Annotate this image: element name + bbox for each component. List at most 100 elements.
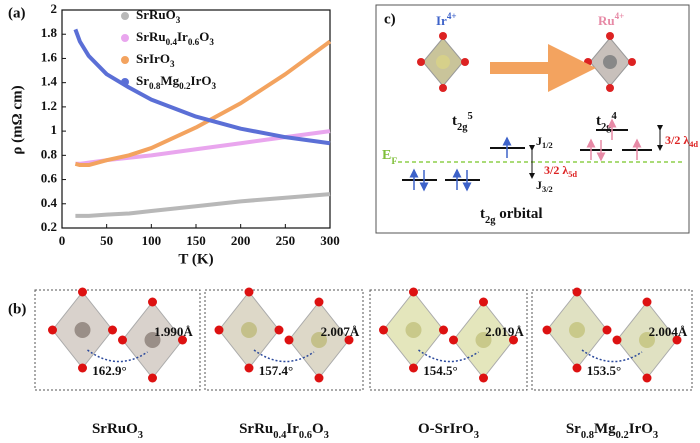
panel-label: (a) (8, 5, 26, 21)
legend-label: SrRuO3 (136, 7, 181, 25)
x-tick-label: 150 (186, 233, 206, 248)
x-tick-label: 100 (142, 233, 162, 248)
oxygen-atom (344, 335, 354, 345)
legend-label: SrIrO3 (136, 51, 175, 69)
oxygen-atom (314, 373, 324, 383)
x-tick-label: 50 (100, 233, 113, 248)
oxygen-atom (602, 325, 612, 335)
oxygen-atom (642, 373, 652, 383)
levels (402, 129, 652, 181)
oxygen-atom (379, 325, 388, 335)
panel-b: (b) (8, 301, 26, 317)
oxygen-atom (244, 363, 254, 373)
orbital-label: t2g orbital (480, 206, 543, 225)
config-label: t2g4 (596, 111, 618, 133)
soc-label: 3/2 λ5d (544, 163, 577, 180)
legend-marker (121, 12, 129, 20)
soc-label: 3/2 λ4d (665, 133, 698, 150)
structure-frame (369, 289, 528, 391)
y-tick-label: 1.2 (41, 98, 57, 113)
panel-frame (375, 4, 690, 234)
y-axis-label: ρ (mΩ cm) (9, 85, 25, 154)
structure-name: SrRuO3 (92, 421, 143, 440)
structure-name: Sr0.8Mg0.2IrO3 (566, 421, 658, 440)
structure-frame (204, 289, 364, 391)
spin-arrows (409, 136, 512, 192)
structure-frame (34, 289, 201, 391)
fermi-label: EF (382, 148, 397, 167)
oxygen-atom (542, 325, 552, 335)
metal-atom (311, 332, 327, 348)
metal-atom (405, 322, 422, 338)
metal-atom (241, 322, 257, 338)
y-tick-label: 1.6 (41, 49, 58, 64)
panel-c: c) Ir4+ Ru4+ t2g5 t2g4 EF J1/2 J3/2 3/2 … (375, 4, 698, 234)
bond-angle-label: 157.4° (259, 363, 293, 378)
oxygen-atom (572, 287, 582, 297)
oxygen-atom (449, 335, 458, 345)
metal-atom (569, 322, 585, 338)
y-tick-label: 2 (51, 1, 58, 16)
y-tick-label: 1.4 (41, 74, 58, 89)
x-tick-label: 200 (231, 233, 251, 248)
oxygen-atom (284, 335, 294, 345)
ion-label: Ru4+ (598, 11, 624, 28)
octahedron (417, 32, 469, 92)
spin-arrows (586, 118, 642, 162)
x-tick-label: 250 (276, 233, 296, 248)
series-line (75, 192, 331, 218)
metal-atom (74, 322, 91, 338)
config-label: t2g5 (452, 111, 473, 133)
y-tick-label: 1.8 (41, 25, 58, 40)
y-tick-label: 0.4 (41, 195, 58, 210)
structure-frame (531, 289, 693, 391)
bond-angle (87, 349, 148, 363)
structure: 153.5° 2.004Å Sr0.8Mg0.2IrO3 (531, 287, 693, 441)
legend-label: Sr0.8Mg0.2IrO3 (136, 73, 216, 91)
bond-angle-label: 153.5° (587, 363, 621, 378)
y-tick-label: 0.8 (41, 146, 58, 161)
oxygen-atom (108, 325, 117, 335)
metal-atom (639, 332, 655, 348)
oxygen-atom (439, 325, 448, 335)
oxygen-atom (479, 373, 488, 383)
oxygen-atom (118, 335, 127, 345)
structure-name: O-SrIrO3 (418, 421, 479, 440)
bond-angle-label: 154.5° (423, 363, 457, 378)
oxygen-atom (148, 297, 157, 307)
legend-label: SrRu0.4Ir0.6O3 (136, 29, 214, 47)
level-label: J3/2 (536, 178, 553, 195)
structure: 154.5° 2.019Å O-SrIrO3 (369, 287, 528, 441)
panel-label: c) (384, 11, 396, 27)
metal-atom (475, 332, 492, 348)
oxygen-atom (244, 287, 254, 297)
bond-angle-label: 162.9° (92, 363, 126, 378)
oxygen-atom (509, 335, 518, 345)
y-tick-label: 0.2 (41, 219, 57, 234)
panel-label: (b) (8, 301, 26, 317)
oxygen-atom (314, 297, 324, 307)
oxygen-atom (409, 363, 418, 373)
panel-a: (a) T (K) ρ (mΩ cm) (8, 5, 214, 267)
oxygen-atom (78, 363, 87, 373)
level-label: J1/2 (536, 134, 553, 151)
structure: 162.9° 1.990Å SrRuO3 (34, 287, 201, 441)
bond-length-label: 2.007Å (321, 324, 360, 339)
y-tick-label: 1 (51, 122, 58, 137)
structure: 157.4° 2.007Å SrRu0.4Ir0.6O3 (204, 287, 364, 441)
oxygen-atom (612, 335, 622, 345)
legend-marker (121, 34, 129, 42)
octahedron (584, 32, 636, 92)
bond-length-label: 2.019Å (485, 324, 524, 339)
bond-length-label: 1.990Å (154, 324, 193, 339)
structure-name: SrRu0.4Ir0.6O3 (239, 421, 329, 440)
y-tick-label: 0.6 (41, 171, 58, 186)
oxygen-atom (672, 335, 682, 345)
oxygen-atom (572, 363, 582, 373)
x-tick-label: 300 (320, 233, 340, 248)
oxygen-atom (148, 373, 157, 383)
oxygen-atom (642, 297, 652, 307)
x-axis-label: T (K) (178, 251, 213, 267)
series-line (74, 39, 332, 168)
